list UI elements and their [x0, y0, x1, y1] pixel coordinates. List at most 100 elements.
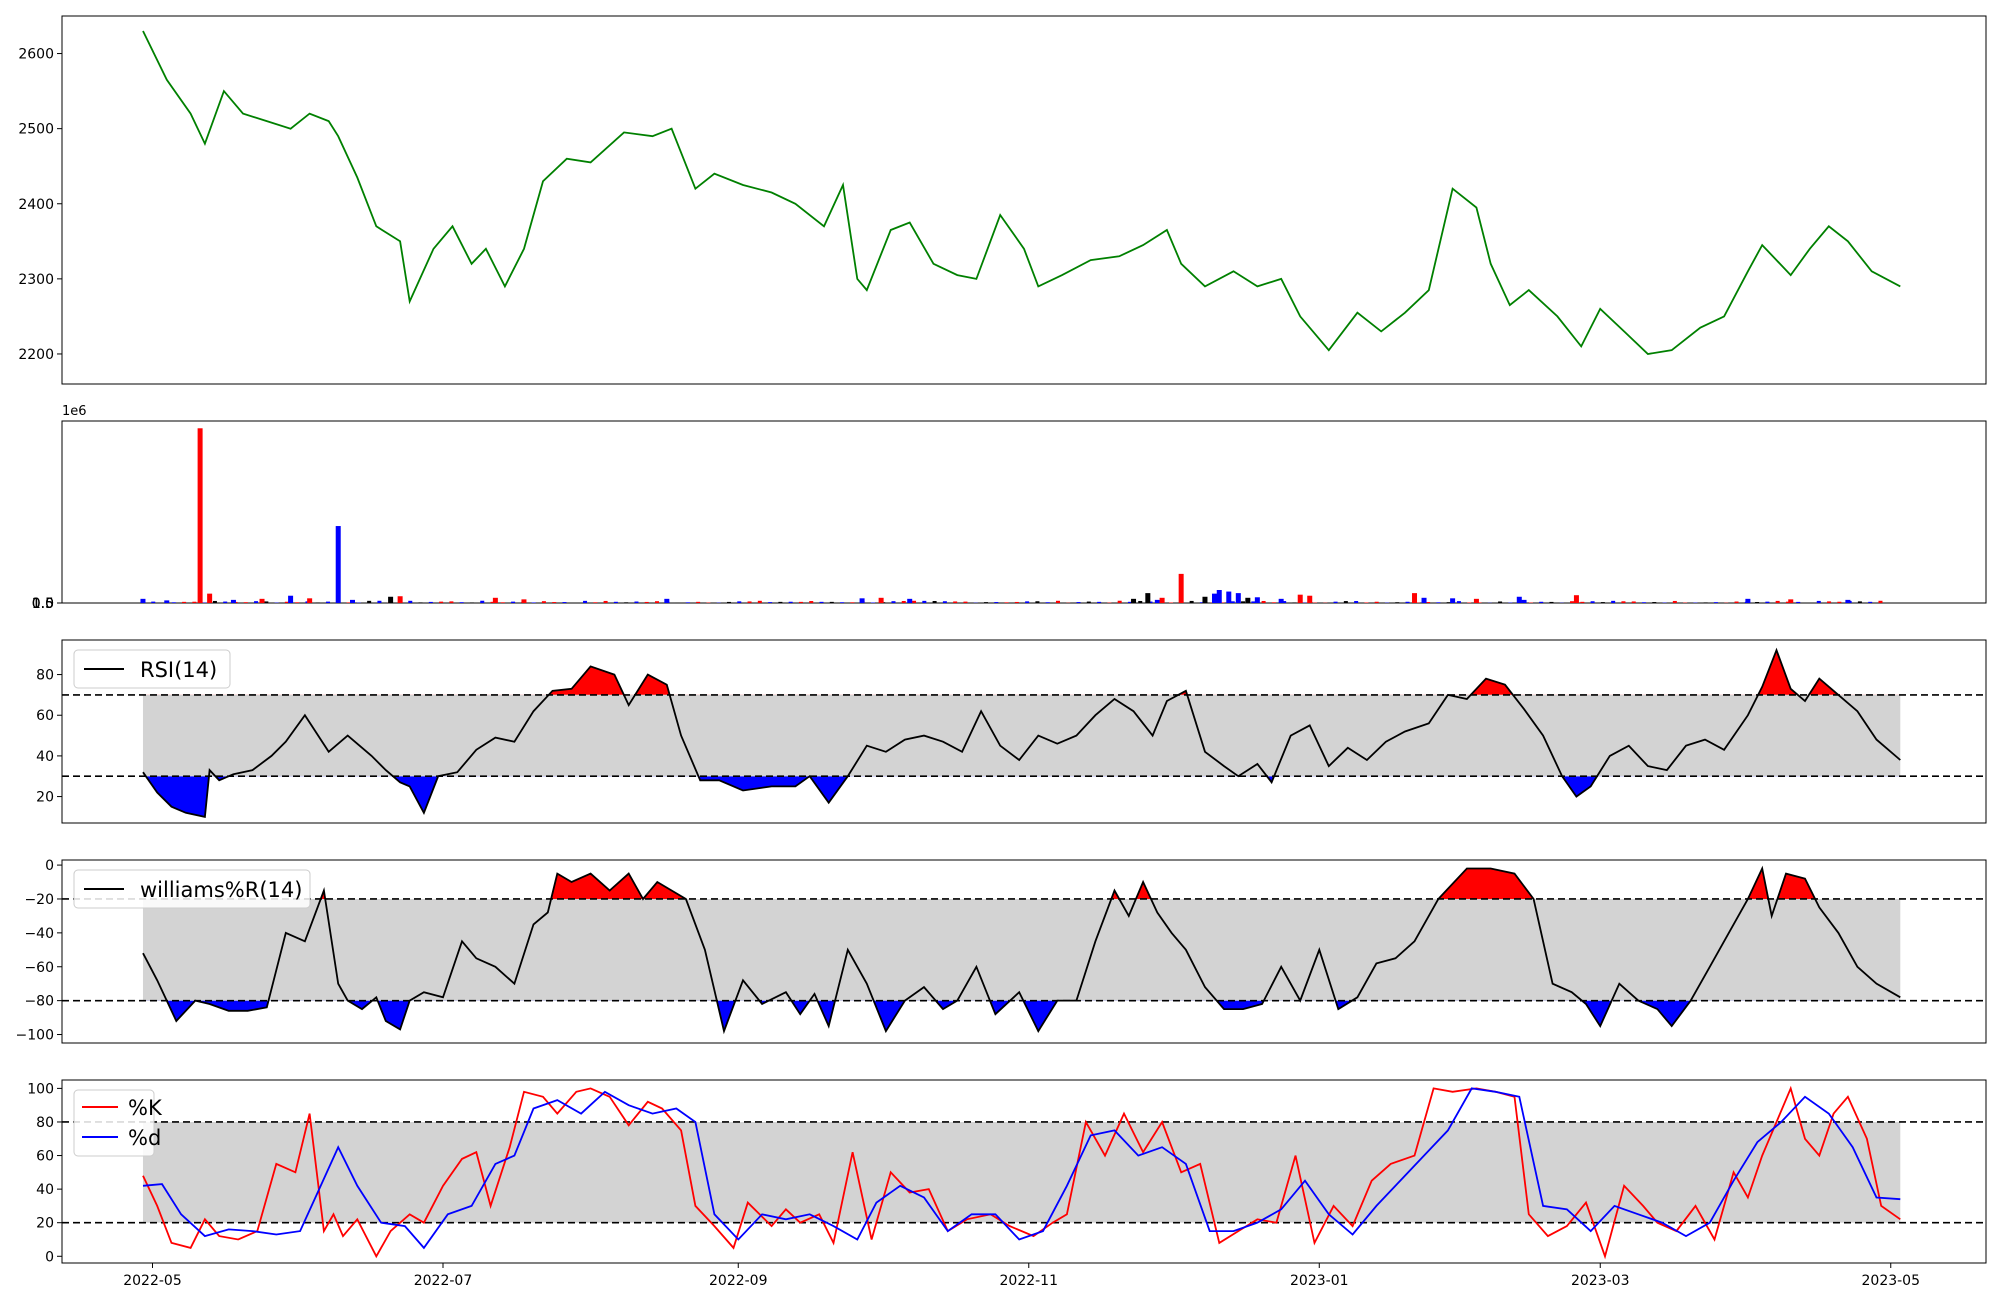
volume-bar-small	[603, 600, 608, 603]
volume-bar	[1145, 593, 1151, 603]
volume-bar-small	[1035, 601, 1040, 603]
volume-bar	[1516, 596, 1522, 603]
4-ytick-label: 0	[45, 1249, 54, 1265]
3-ytick-label: −20	[24, 892, 54, 908]
volume-bar-small	[1775, 600, 1780, 603]
volume-bar-small	[1785, 601, 1790, 603]
volume-bar-small	[798, 601, 803, 603]
volume-bar-small	[500, 602, 505, 603]
volume-bar-small	[1621, 601, 1626, 603]
volume-bar-small	[284, 601, 289, 603]
volume-bar-small	[819, 601, 824, 603]
volume-bar	[1226, 591, 1232, 603]
volume-bar	[1573, 595, 1579, 603]
volume-panel-frame	[61, 420, 1987, 604]
volume-bar-small	[541, 601, 546, 603]
volume-bar	[164, 600, 170, 603]
volume-bar-small	[1477, 602, 1482, 603]
volume-bar-small	[685, 602, 690, 603]
volume-bar-small	[1014, 601, 1019, 603]
stochastic-legend: %K %d	[73, 1089, 163, 1157]
volume-bar	[307, 598, 313, 603]
volume-bar-small	[768, 602, 773, 603]
volume-bar-small	[1765, 601, 1770, 603]
stochastic-panel-frame	[61, 1079, 1987, 1264]
williams-legend-label: williams%R(14)	[140, 878, 302, 902]
volume-bar	[664, 598, 670, 603]
volume-bar	[1254, 597, 1260, 603]
volume-bar	[140, 598, 146, 603]
0-ytick-label: 2400	[18, 197, 54, 213]
stochastic-band	[142, 1121, 1901, 1223]
volume-bar-small	[1004, 602, 1009, 603]
volume-bar-small	[757, 600, 762, 603]
volume-bar-small	[1220, 602, 1225, 603]
volume-bar-small	[593, 602, 598, 603]
volume-bar-small	[1395, 602, 1400, 603]
volume-bar-small	[449, 601, 454, 603]
volume-bar-small	[1436, 602, 1441, 603]
volume-bar-small	[870, 602, 875, 603]
volume-bar-small	[1097, 601, 1102, 603]
2-ytick-label: 80	[36, 668, 54, 684]
williams-panel-frame	[61, 859, 1987, 1044]
stochastic-legend-d-label: %d	[128, 1126, 161, 1150]
volume-bar-small	[295, 602, 300, 603]
2-ytick-label: 40	[36, 749, 54, 765]
volume-bar-small	[655, 601, 660, 603]
volume-bar-small	[901, 601, 906, 603]
volume-bar-small	[1117, 600, 1122, 603]
x-tick-label: 2022-09	[709, 1273, 768, 1289]
volume-bar	[1245, 597, 1251, 603]
volume-bar	[492, 597, 498, 603]
volume-bar	[207, 593, 213, 603]
0-ytick-label: 2300	[18, 272, 54, 288]
stochastic-legend-k-label: %K	[128, 1096, 163, 1120]
volume-bar-small	[315, 602, 320, 603]
3-ytick-label: 0	[45, 858, 54, 874]
volume-bar-small	[829, 601, 834, 603]
volume-bar-small	[377, 600, 382, 603]
volume-bar-small	[1878, 600, 1883, 603]
volume-bar-small	[1127, 601, 1132, 603]
volume-bar-small	[932, 600, 937, 603]
volume-bar-small	[1611, 600, 1616, 603]
volume-bar-small	[223, 601, 228, 603]
rsi-legend: RSI(14)	[73, 649, 231, 689]
volume-bar-small	[212, 600, 217, 603]
volume-bar-small	[809, 601, 814, 603]
volume-bar	[1131, 598, 1137, 603]
volume-bar-small	[1539, 601, 1544, 603]
volume-bar	[521, 599, 527, 603]
4-ytick-label: 100	[27, 1081, 54, 1097]
3-ytick-label: −40	[24, 926, 54, 942]
volume-bar-small	[1426, 602, 1431, 603]
volume-bar-small	[1734, 601, 1739, 603]
volume-bar	[1159, 597, 1165, 603]
3-ytick-label: −80	[24, 994, 54, 1010]
volume-bar-small	[1796, 601, 1801, 603]
volume-bar	[1788, 599, 1794, 603]
volume-bar	[388, 596, 394, 603]
0-ytick-label: 2500	[18, 122, 54, 138]
volume-bar-small	[367, 600, 372, 603]
volume-bar	[1202, 596, 1208, 603]
1-ytick-label: 0.5	[32, 596, 54, 612]
volume-bar-small	[1672, 600, 1677, 603]
volume-bar-small	[1837, 601, 1842, 603]
volume-bar-small	[1086, 601, 1091, 603]
volume-bar	[1211, 593, 1217, 603]
volume-bar-small	[428, 601, 433, 603]
volume-bar	[197, 428, 203, 603]
volume-bar	[907, 598, 913, 603]
rsi-overbought-fill	[143, 650, 1901, 695]
williams-legend: williams%R(14)	[73, 869, 311, 909]
volume-bar	[1745, 598, 1751, 603]
volume-bar	[1845, 599, 1851, 603]
volume-bar-small	[1456, 601, 1461, 603]
volume-bar-small	[1570, 601, 1575, 603]
volume-bar	[230, 599, 236, 603]
volume-bar-small	[850, 602, 855, 603]
x-tick-label: 2023-05	[1862, 1273, 1921, 1289]
volume-bar	[1178, 573, 1184, 603]
